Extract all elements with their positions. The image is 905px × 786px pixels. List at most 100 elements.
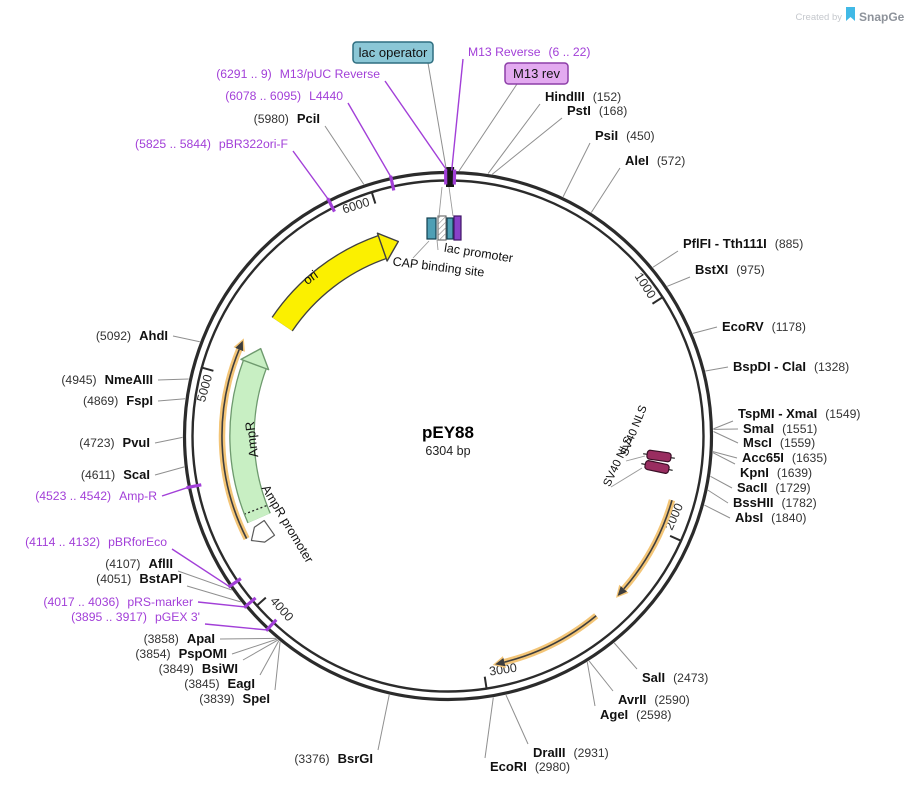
boxed-label-box	[504, 62, 569, 85]
enzyme-label: (4611) ScaI	[81, 467, 150, 482]
feature-connector-line	[412, 240, 430, 259]
site-connector-line	[712, 452, 736, 465]
feature-connector-line	[436, 239, 439, 251]
orf-arrow-core	[221, 349, 248, 539]
site-connector-line	[707, 489, 729, 504]
enzyme-label: BspDI - ClaI (1328)	[733, 359, 849, 374]
feature-connector-line	[625, 455, 646, 462]
primer-label: M13 Reverse (6 .. 22)	[468, 45, 590, 59]
watermark-created-by: Created by	[796, 12, 843, 23]
primer-label: (4523 .. 4542) Amp-R	[35, 489, 157, 503]
site-connector-line	[652, 250, 679, 268]
site-connector-line	[505, 694, 529, 745]
feature-arrowhead-AmpR	[240, 347, 270, 371]
scale-tick-label: 5000	[194, 373, 215, 404]
scale-tick	[200, 366, 214, 372]
primer-site-tick	[227, 577, 242, 589]
site-connector-line	[667, 276, 691, 287]
enzyme-label: EcoRI (2980)	[490, 759, 570, 774]
enzyme-label: (4723) PvuI	[79, 435, 150, 450]
site-connector-line	[161, 486, 188, 497]
enzyme-label: PflFI - Tth111I (885)	[683, 236, 803, 251]
snapgene-watermark: Created by SnapGene	[796, 7, 905, 24]
site-connector-line	[710, 475, 733, 489]
snapgene-logo-icon	[846, 7, 855, 21]
enzyme-label: EcoRV (1178)	[722, 319, 806, 334]
plasmid-title: pEY88	[422, 423, 474, 442]
site-connector-line	[274, 641, 281, 691]
enzyme-label: SmaI (1551)	[743, 421, 817, 436]
primer-site-tick	[186, 483, 202, 490]
site-connector-line	[171, 548, 230, 588]
feature-arrowhead-ori	[376, 232, 399, 262]
site-connector-line	[586, 661, 596, 707]
enzyme-label: (3376) BsrGI	[294, 751, 373, 766]
cap-binding-site-box	[446, 217, 454, 240]
site-connector-line	[704, 504, 731, 519]
site-connector-line	[242, 639, 279, 661]
orf-arrow-halo	[503, 613, 599, 666]
scale-tick	[370, 190, 377, 204]
feature-band-AmpR	[230, 360, 270, 523]
enzyme-label: (3839) SpeI	[199, 691, 270, 706]
primer-label: (5825 .. 5844) pBR322ori-F	[135, 137, 288, 151]
scale-tick	[651, 295, 664, 305]
enzyme-label: AleI (572)	[625, 153, 685, 168]
primer-label: (4114 .. 4132) pBRforEco	[25, 535, 167, 549]
boxed-label-text: lac operator	[359, 45, 428, 60]
ampr-promoter-arrow	[250, 519, 276, 543]
enzyme-label: (5092) AhdI	[96, 328, 168, 343]
site-connector-line	[590, 167, 621, 213]
enzyme-label: BstXI (975)	[695, 262, 765, 277]
enzyme-label: (3849) BsiWI	[159, 661, 238, 676]
site-connector-line	[484, 697, 494, 759]
orf-arrow-core	[623, 499, 673, 590]
enzyme-label: (3858) ApaI	[144, 631, 215, 646]
site-connector-line	[588, 660, 614, 692]
enzyme-label: SalI (2473)	[642, 670, 708, 685]
boxed-label-box	[352, 41, 434, 64]
orf-arrowhead	[235, 340, 244, 352]
sv40-nls-marker	[646, 449, 672, 463]
site-connector-line	[324, 125, 365, 185]
promoter-box-hatch	[438, 216, 446, 240]
boxed-label-connector	[427, 62, 447, 169]
site-connector-line	[692, 326, 718, 334]
primer-label: (4017 .. 4036) pRS-marker	[43, 595, 193, 609]
primer-label: (6291 .. 9) M13/pUC Reverse	[216, 67, 380, 81]
site-connector-line	[177, 570, 232, 591]
site-connector-line	[705, 366, 729, 372]
site-connector-line	[204, 623, 267, 631]
enzyme-label: BssHII (1782)	[733, 495, 817, 510]
site-connector-line	[154, 466, 185, 476]
site-connector-line	[713, 420, 734, 430]
enzyme-label: PstI (168)	[567, 103, 627, 118]
primer-label: (3895 .. 3917) pGEX 3'	[71, 610, 200, 624]
site-connector-line	[157, 378, 189, 381]
site-connector-line	[347, 102, 392, 178]
enzyme-label: AbsI (1840)	[735, 510, 806, 525]
site-connector-line	[713, 431, 739, 444]
site-connector-line	[487, 103, 541, 174]
site-connector-line	[172, 335, 200, 343]
site-connector-line	[231, 638, 278, 655]
orf-arrowhead	[495, 658, 506, 667]
enzyme-label: HindIII (152)	[545, 89, 621, 104]
feature-boundary-dotted	[244, 505, 267, 515]
primer-site-tick	[388, 175, 396, 191]
feature-connector-line	[448, 186, 454, 217]
site-connector-line	[712, 451, 738, 459]
site-connector-line	[157, 398, 186, 402]
enzyme-label: KpnI (1639)	[740, 465, 812, 480]
site-connector-line	[154, 436, 183, 444]
sv40-nls-marker	[644, 460, 670, 474]
scale-tick	[483, 676, 488, 690]
scale-tick-label: 6000	[341, 195, 372, 217]
scale-tick	[669, 534, 683, 543]
enzyme-label: AvrII (2590)	[618, 692, 690, 707]
site-connector-line	[292, 150, 329, 200]
enzyme-label: (5980) PciI	[254, 111, 320, 126]
enzyme-label: (4945) NmeAIII	[61, 372, 153, 387]
